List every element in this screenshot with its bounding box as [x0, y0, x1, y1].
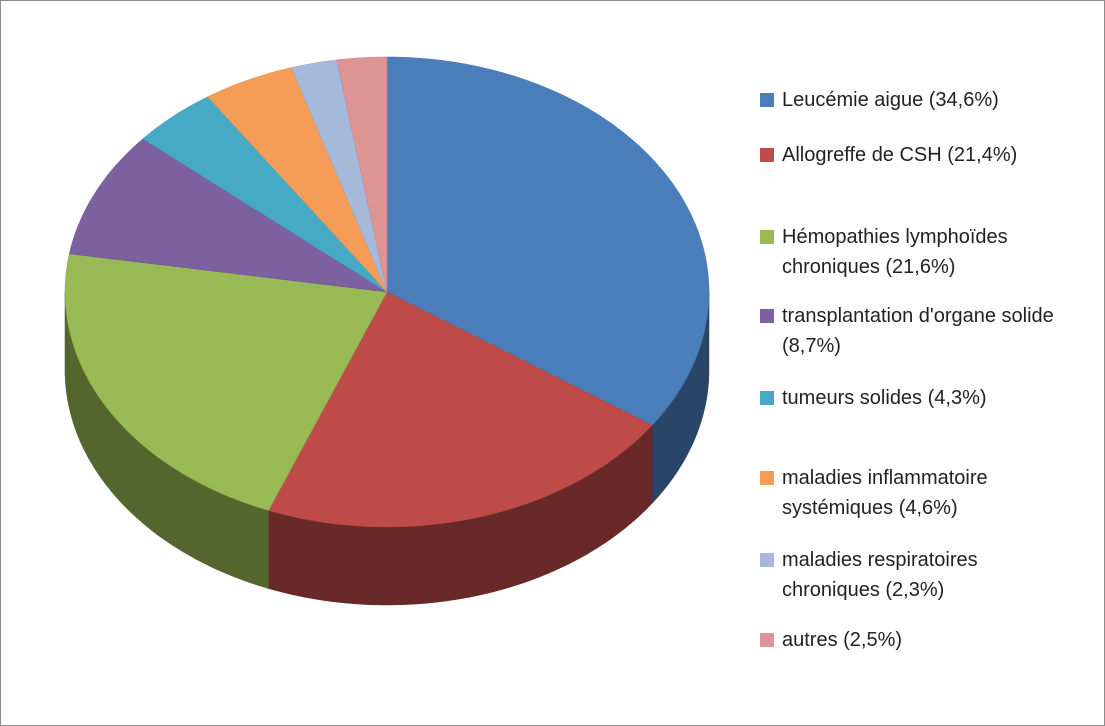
legend-swatch	[760, 230, 774, 244]
legend-swatch	[760, 148, 774, 162]
legend-label: Hémopathies lymphoïdes chroniques (21,6%…	[782, 226, 1008, 278]
legend-entry: transplantation d'organe solide (8,7%)	[760, 301, 1060, 361]
legend-label: autres (2,5%)	[782, 629, 903, 651]
pie-slice	[207, 67, 388, 293]
legend-swatch	[760, 309, 774, 323]
legend-entry: Hémopathies lymphoïdes chroniques (21,6%…	[760, 222, 1060, 282]
legend-entry: Allogreffe de CSH (21,4%)	[760, 140, 1060, 170]
legend-swatch	[760, 633, 774, 647]
legend-label: maladies respiratoires chroniques (2,3%)	[782, 549, 978, 601]
pie-slice	[64, 253, 388, 511]
pie-tops	[64, 56, 710, 528]
legend-swatch	[760, 391, 774, 405]
legend-entry: Leucémie aigue (34,6%)	[760, 85, 1060, 115]
legend-entry: autres (2,5%)	[760, 625, 1060, 655]
legend-swatch	[760, 93, 774, 107]
legend-label: tumeurs solides (4,3%)	[782, 387, 987, 409]
legend-swatch	[760, 553, 774, 567]
pie-slice	[336, 56, 388, 293]
legend-entry: maladies respiratoires chroniques (2,3%)	[760, 545, 1060, 605]
pie-slice	[68, 138, 388, 293]
legend-entry: maladies inflammatoire systémiques (4,6%…	[760, 463, 1060, 523]
pie-slice	[268, 291, 653, 528]
pie-slice	[291, 59, 388, 293]
legend-label: Leucémie aigue (34,6%)	[782, 89, 999, 111]
legend-label: maladies inflammatoire systémiques (4,6%…	[782, 467, 988, 519]
pie-slice	[142, 96, 388, 293]
legend-label: transplantation d'organe solide (8,7%)	[782, 305, 1054, 357]
legend-label: Allogreffe de CSH (21,4%)	[782, 144, 1018, 166]
pie-slice	[386, 56, 710, 426]
legend-swatch	[760, 471, 774, 485]
legend-entry: tumeurs solides (4,3%)	[760, 383, 1060, 413]
